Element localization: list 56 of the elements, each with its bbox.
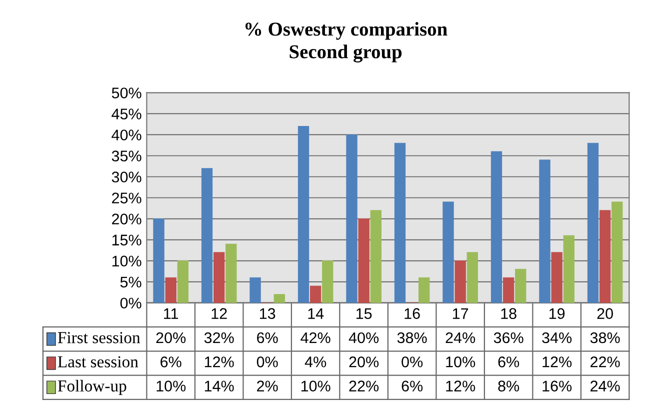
x-tick-label: 11: [164, 308, 178, 319]
data-label: 20%: [156, 332, 186, 344]
x-tick-label: 19: [549, 308, 565, 320]
data-label: 2%: [257, 380, 278, 392]
data-label: 38%: [590, 332, 620, 344]
data-label: 10%: [156, 380, 186, 392]
data-label: 20%: [349, 356, 379, 368]
data-label: 40%: [348, 332, 379, 344]
legend-label: Last session: [58, 356, 138, 368]
y-tick-label: 30%: [112, 172, 142, 182]
data-label: 36%: [494, 332, 524, 344]
data-label: 8%: [498, 380, 520, 392]
y-tick-label: 45%: [112, 108, 142, 120]
data-label: 34%: [542, 332, 572, 344]
data-label: 14%: [204, 380, 234, 392]
data-label: 16%: [542, 380, 572, 392]
legend-label: First session: [58, 332, 140, 344]
y-tick-label: 25%: [112, 192, 142, 204]
data-label: 38%: [397, 332, 427, 344]
data-label: 0%: [256, 356, 278, 368]
data-label: 32%: [204, 332, 234, 344]
y-tick-label: 15%: [112, 234, 142, 246]
data-label: 24%: [590, 380, 620, 392]
x-tick-label: 18: [501, 308, 516, 320]
data-label: 22%: [349, 380, 379, 392]
y-tick-label: 35%: [112, 150, 142, 162]
data-label: 6%: [257, 332, 278, 344]
y-tick-label: 20%: [112, 214, 142, 224]
data-label: 10%: [446, 356, 476, 368]
x-tick-label: 16: [404, 308, 420, 320]
chart-subtitle: Second group: [290, 44, 402, 62]
legend-label: Follow-up: [58, 380, 126, 395]
data-label: 6%: [160, 356, 182, 368]
y-tick-label: 5%: [120, 276, 142, 288]
x-tick-label: 13: [260, 308, 276, 320]
data-label: 10%: [301, 380, 330, 392]
data-label: 42%: [300, 332, 330, 344]
y-tick-label: 0%: [120, 298, 142, 309]
x-tick-label: 14: [308, 308, 324, 319]
data-label: 24%: [446, 332, 476, 344]
data-label: 22%: [590, 356, 620, 368]
y-tick-label: 10%: [112, 256, 142, 266]
x-tick-label: 12: [212, 308, 227, 319]
data-label: 6%: [402, 380, 423, 392]
data-label: 12%: [204, 356, 234, 368]
x-tick-label: 20: [597, 308, 613, 320]
y-tick-label: 50%: [112, 88, 142, 98]
data-label: 6%: [498, 356, 520, 368]
data-label: 0%: [402, 356, 423, 368]
data-label: 12%: [542, 356, 572, 368]
data-label: 4%: [304, 356, 326, 368]
data-label: 12%: [446, 380, 476, 392]
y-tick-label: 40%: [112, 130, 142, 140]
x-tick-label: 17: [452, 308, 468, 319]
x-tick-label: 15: [356, 308, 372, 320]
chart-title: % Oswestry comparison: [245, 22, 448, 40]
